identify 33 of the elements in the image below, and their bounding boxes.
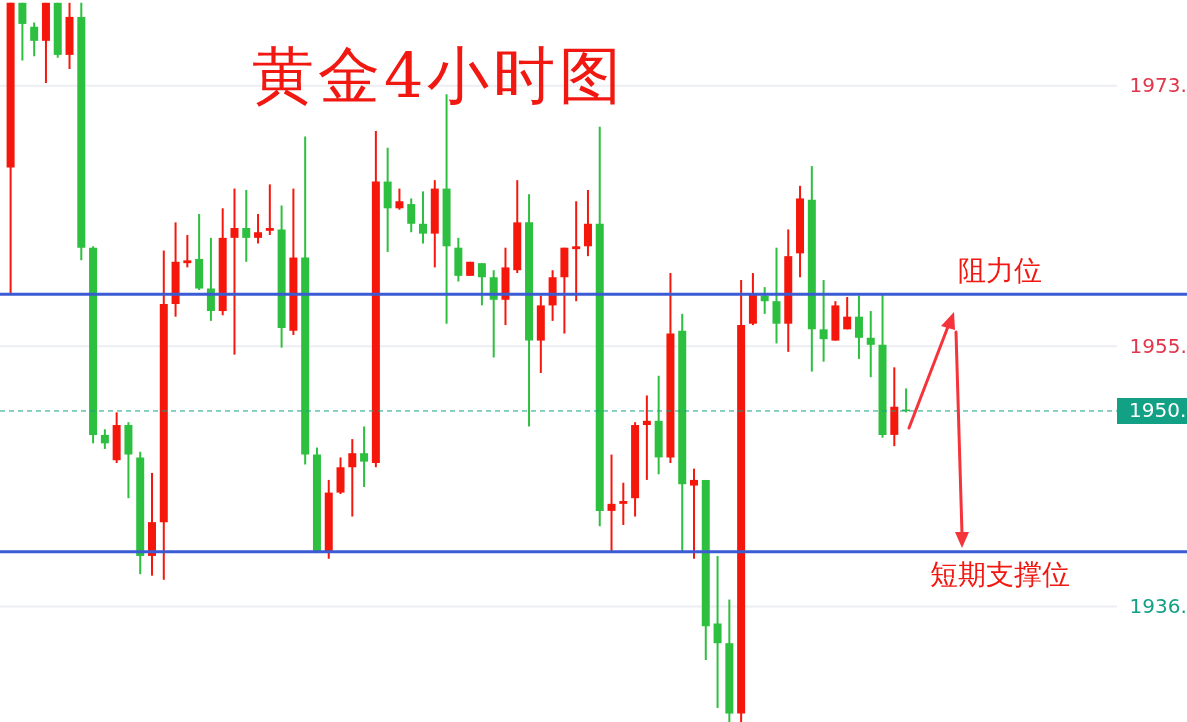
candlestick [230, 187, 239, 356]
candlestick [642, 394, 651, 481]
candlestick [395, 187, 404, 211]
ref-line-label: 1950. [1129, 397, 1187, 422]
candlestick [619, 481, 628, 526]
candlestick [100, 428, 109, 450]
candlestick [265, 183, 274, 237]
candlestick [854, 294, 863, 360]
candlestick [690, 467, 698, 560]
candlestick [360, 425, 369, 488]
candlestick [572, 200, 581, 303]
candlestick [242, 189, 251, 263]
candlestick [819, 279, 828, 363]
y-tick-label: 1936. [1129, 594, 1187, 619]
candlestick [477, 262, 486, 307]
candlestick [18, 1, 27, 62]
ref-line-label: 短期支撑位 [930, 557, 1070, 591]
text: 黄金4小时图 [252, 38, 626, 114]
candlestick [843, 295, 852, 331]
candlestick [583, 189, 592, 258]
candlestick [419, 190, 427, 245]
candlestick [254, 212, 263, 245]
candlestick [183, 234, 192, 269]
y-tick-label: 1955. [1129, 333, 1187, 358]
candlestick [30, 21, 39, 58]
candlestick [407, 197, 416, 234]
candlestick [772, 246, 781, 345]
ref-line-label: 阻力位 [958, 254, 1042, 288]
candlestick [348, 438, 357, 518]
candlestick [607, 453, 616, 553]
candlestick [866, 310, 875, 379]
y-tick-label: 1973. [1129, 73, 1187, 98]
candlestick [713, 554, 722, 709]
